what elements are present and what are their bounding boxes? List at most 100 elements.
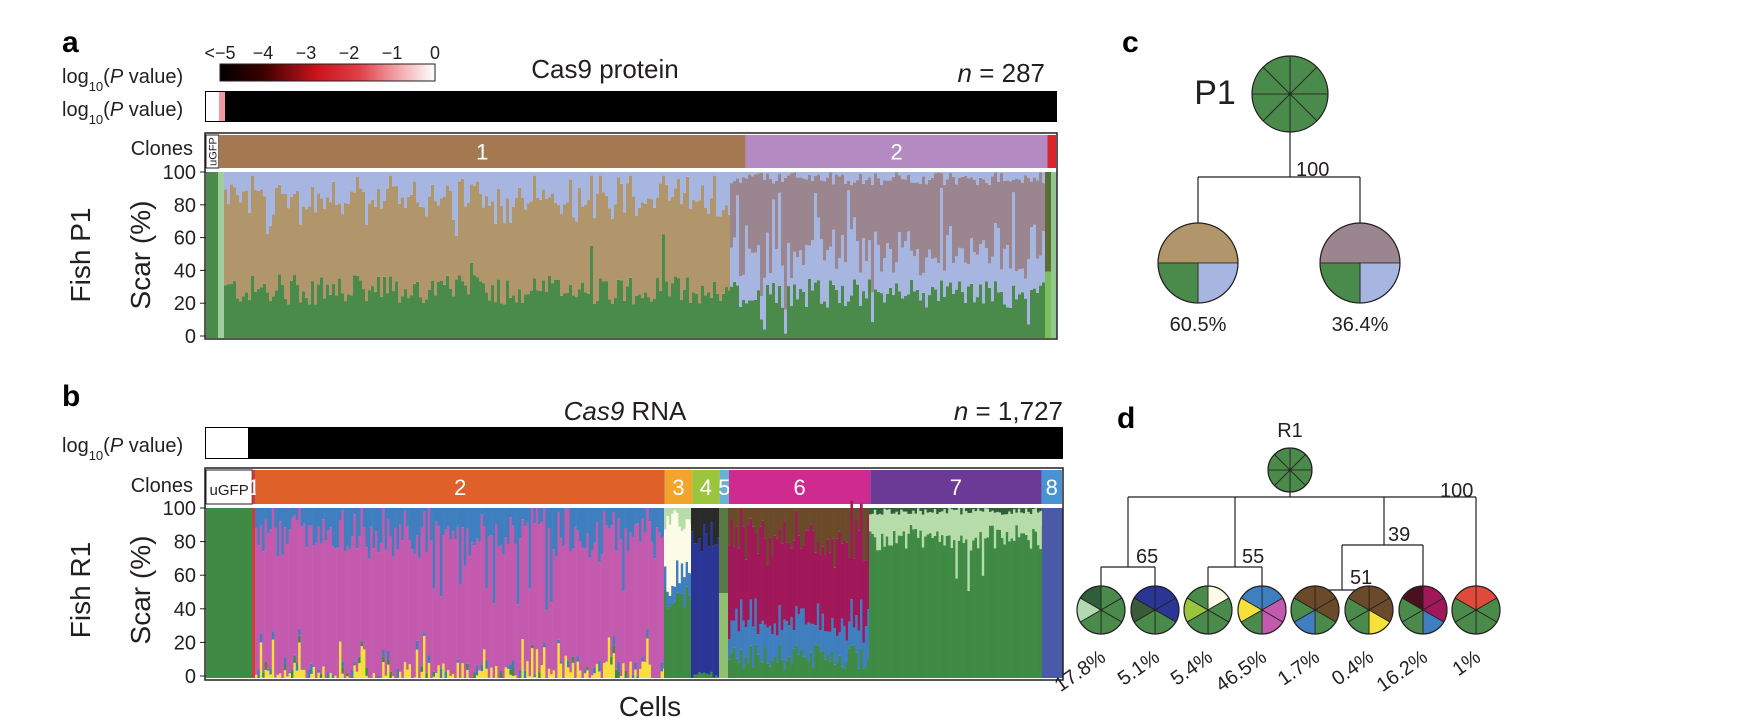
bar-segment: [838, 632, 842, 656]
bar-segment: [988, 263, 992, 288]
bar-segment: [705, 508, 709, 534]
bar-segment: [521, 519, 525, 640]
bar-segment: [458, 181, 462, 276]
bar-segment: [624, 527, 628, 671]
bar-segment: [722, 293, 726, 338]
bar-segment: [286, 544, 289, 677]
bar-segment: [401, 172, 405, 198]
bar-segment: [660, 508, 664, 538]
bar-segment: [515, 197, 519, 303]
bar-segment: [665, 184, 669, 282]
bar-segment: [783, 619, 786, 670]
bar-segment: [683, 528, 686, 578]
bar-segment: [290, 172, 294, 197]
bar-segment: [413, 553, 417, 678]
bar-segment: [952, 263, 956, 294]
bar-segment: [569, 672, 573, 678]
bar-segment: [1027, 259, 1031, 325]
bar-segment: [1042, 508, 1064, 678]
bar-segment: [821, 650, 825, 678]
bar-segment: [245, 172, 249, 191]
bar-segment: [395, 172, 399, 186]
bar-segment: [401, 197, 405, 297]
bar-segment: [796, 177, 800, 258]
bar-segment: [1018, 179, 1022, 270]
bar-segment: [1025, 534, 1028, 678]
bar-segment: [347, 172, 351, 204]
bar-segment: [319, 508, 323, 544]
bar-segment: [880, 271, 884, 294]
bar-segment: [617, 518, 621, 662]
bar-segment: [423, 508, 426, 512]
bar-segment: [317, 172, 321, 194]
bar-segment: [218, 172, 225, 338]
bar-segment: [283, 657, 287, 665]
bar-segment: [254, 172, 258, 190]
bar-segment: [880, 293, 884, 338]
bar-segment: [790, 306, 794, 338]
bar-segment: [446, 275, 450, 338]
bar-segment: [1008, 511, 1011, 542]
bar-segment: [853, 172, 857, 183]
bar-segment: [643, 661, 647, 678]
bar-segment: [855, 508, 858, 519]
bar-segment: [804, 508, 808, 531]
bar-segment: [989, 525, 992, 678]
bar-segment: [343, 551, 347, 678]
bar-segment: [567, 660, 570, 668]
bar-segment: [293, 172, 297, 195]
bar-segment: [341, 214, 345, 294]
bar-segment: [895, 283, 899, 338]
bar-segment: [985, 281, 989, 338]
bar-segment: [784, 177, 788, 310]
bar-segment: [576, 661, 580, 678]
bar-segment: [389, 536, 393, 672]
bar-segment: [867, 508, 870, 517]
bar-segment: [850, 295, 854, 338]
bar-segment: [943, 297, 947, 338]
bar-segment: [1037, 545, 1040, 678]
bar-segment: [636, 523, 640, 676]
a-clone-label: 1: [476, 140, 488, 165]
bar-segment: [936, 508, 939, 515]
bar-segment: [435, 672, 438, 678]
bar-segment: [611, 172, 615, 219]
bar-segment: [907, 231, 911, 295]
bar-segment: [1030, 181, 1034, 228]
bar-segment: [596, 193, 600, 301]
bar-segment: [255, 674, 258, 678]
bar-segment: [605, 661, 609, 678]
bar-segment: [919, 510, 923, 531]
bar-segment: [763, 179, 767, 278]
bar-segment: [898, 291, 902, 338]
bar-segment: [479, 193, 483, 282]
bar-segment: [502, 554, 505, 678]
bar-segment: [259, 524, 263, 634]
scar-label-b: Scar (%): [125, 536, 156, 645]
bar-segment: [329, 508, 333, 528]
bar-segment: [919, 508, 923, 511]
bar-segment: [603, 662, 606, 678]
bar-segment: [290, 280, 294, 338]
bar-segment: [266, 234, 270, 293]
bar-segment: [629, 175, 633, 278]
bar-segment: [889, 249, 893, 288]
bar-segment: [653, 558, 657, 678]
bar-segment: [461, 178, 465, 282]
bar-segment: [515, 172, 519, 198]
bar-segment: [668, 595, 672, 607]
bar-segment: [1030, 227, 1034, 290]
bar-segment: [972, 540, 975, 678]
bar-segment: [329, 294, 333, 338]
bar-segment: [387, 650, 390, 660]
bar-segment: [916, 289, 920, 338]
bar-segment: [1001, 508, 1004, 515]
bar-segment: [491, 172, 495, 202]
bar-segment: [940, 172, 944, 174]
bar-segment: [1027, 508, 1031, 512]
bar-segment: [710, 198, 714, 298]
bar-segment: [832, 172, 836, 185]
bar-segment: [733, 181, 737, 238]
bar-segment: [403, 510, 407, 663]
bar-segment: [732, 508, 736, 547]
